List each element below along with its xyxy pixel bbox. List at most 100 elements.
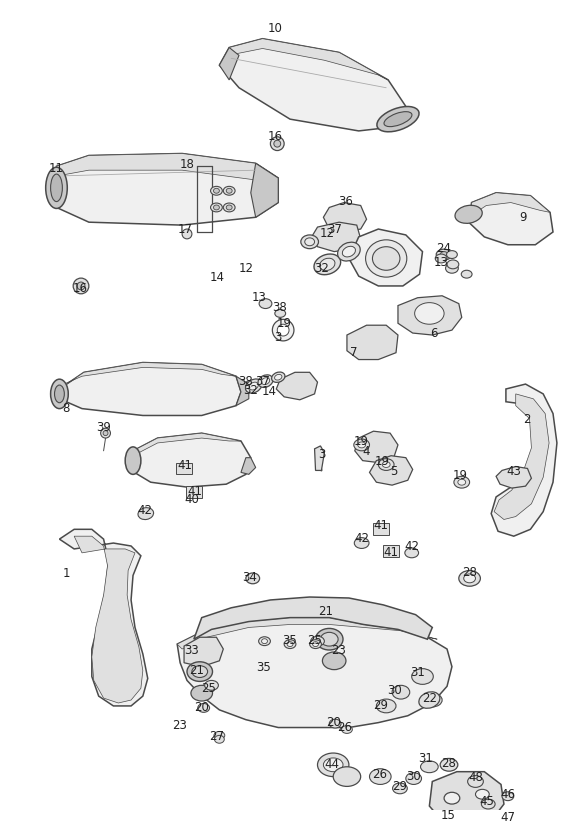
Polygon shape <box>219 39 408 131</box>
Ellipse shape <box>358 442 366 448</box>
Ellipse shape <box>223 203 235 212</box>
Ellipse shape <box>226 189 232 193</box>
Text: 11: 11 <box>49 162 64 175</box>
Ellipse shape <box>463 574 476 583</box>
Ellipse shape <box>259 637 271 645</box>
Ellipse shape <box>287 642 293 647</box>
Text: 21: 21 <box>189 664 204 677</box>
Ellipse shape <box>415 302 444 324</box>
Ellipse shape <box>45 167 67 208</box>
Text: 48: 48 <box>468 771 483 784</box>
Ellipse shape <box>226 205 232 210</box>
Text: 19: 19 <box>375 455 390 468</box>
Text: 29: 29 <box>373 700 388 713</box>
Text: 18: 18 <box>180 157 195 171</box>
Ellipse shape <box>245 379 262 393</box>
Text: 29: 29 <box>392 780 408 793</box>
Text: 23: 23 <box>331 644 346 658</box>
Ellipse shape <box>377 106 419 132</box>
Ellipse shape <box>476 789 489 799</box>
Polygon shape <box>59 363 241 415</box>
Polygon shape <box>398 296 462 335</box>
Polygon shape <box>494 394 549 519</box>
Polygon shape <box>186 486 202 498</box>
Polygon shape <box>472 193 550 215</box>
Ellipse shape <box>73 279 89 294</box>
Ellipse shape <box>405 548 419 558</box>
Ellipse shape <box>423 693 442 707</box>
Polygon shape <box>177 618 452 728</box>
Text: 2: 2 <box>523 413 531 426</box>
Ellipse shape <box>272 372 285 382</box>
Polygon shape <box>370 456 413 485</box>
Ellipse shape <box>275 374 282 380</box>
Polygon shape <box>349 229 423 286</box>
Polygon shape <box>74 536 143 703</box>
Polygon shape <box>229 39 388 80</box>
Ellipse shape <box>342 726 352 733</box>
Ellipse shape <box>138 508 153 520</box>
Ellipse shape <box>310 639 321 648</box>
Ellipse shape <box>198 704 209 712</box>
Text: 44: 44 <box>325 758 340 771</box>
Text: 5: 5 <box>391 465 398 478</box>
Text: 19: 19 <box>277 316 292 330</box>
Ellipse shape <box>223 186 235 195</box>
Text: 33: 33 <box>185 644 199 657</box>
Ellipse shape <box>333 767 361 786</box>
Ellipse shape <box>319 258 335 270</box>
Text: 41: 41 <box>374 519 389 531</box>
Text: 34: 34 <box>243 571 257 584</box>
Ellipse shape <box>274 140 280 147</box>
Text: 42: 42 <box>138 504 152 517</box>
Text: 22: 22 <box>422 691 437 705</box>
Text: 42: 42 <box>404 541 419 554</box>
Ellipse shape <box>370 769 391 784</box>
Ellipse shape <box>455 205 482 223</box>
Ellipse shape <box>322 652 346 670</box>
Polygon shape <box>374 523 389 536</box>
Ellipse shape <box>55 385 64 403</box>
Ellipse shape <box>261 377 270 385</box>
Polygon shape <box>429 772 504 824</box>
Polygon shape <box>324 203 367 232</box>
Ellipse shape <box>192 666 208 677</box>
Text: 40: 40 <box>184 494 199 507</box>
Text: 19: 19 <box>354 435 369 448</box>
Ellipse shape <box>246 573 259 583</box>
Text: 4: 4 <box>363 445 370 458</box>
Text: 28: 28 <box>441 757 456 770</box>
Ellipse shape <box>373 246 400 270</box>
Ellipse shape <box>324 758 343 772</box>
Text: 28: 28 <box>462 566 477 579</box>
Polygon shape <box>469 193 553 245</box>
Text: 1: 1 <box>62 567 70 580</box>
Ellipse shape <box>210 203 222 212</box>
Ellipse shape <box>314 254 340 274</box>
Polygon shape <box>355 431 398 462</box>
Ellipse shape <box>312 642 318 647</box>
Polygon shape <box>251 163 278 218</box>
Ellipse shape <box>366 240 407 277</box>
Text: 14: 14 <box>210 270 225 283</box>
Polygon shape <box>276 372 318 400</box>
Text: 37: 37 <box>326 222 342 236</box>
Ellipse shape <box>305 238 315 246</box>
Text: 35: 35 <box>256 661 271 674</box>
Ellipse shape <box>329 719 341 728</box>
Ellipse shape <box>271 137 284 151</box>
Ellipse shape <box>378 459 394 471</box>
Ellipse shape <box>214 732 225 739</box>
Ellipse shape <box>440 251 448 257</box>
Text: 6: 6 <box>430 326 438 339</box>
Text: 41: 41 <box>178 459 192 472</box>
Text: 38: 38 <box>272 301 287 314</box>
Polygon shape <box>194 597 433 639</box>
Ellipse shape <box>412 668 433 685</box>
Text: 23: 23 <box>172 719 187 732</box>
Ellipse shape <box>191 686 213 701</box>
Ellipse shape <box>259 299 272 308</box>
Text: 45: 45 <box>480 794 495 808</box>
Text: 24: 24 <box>437 242 452 255</box>
Ellipse shape <box>258 375 273 387</box>
